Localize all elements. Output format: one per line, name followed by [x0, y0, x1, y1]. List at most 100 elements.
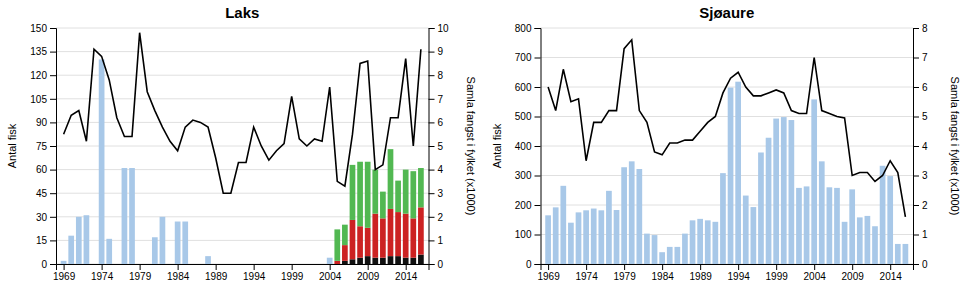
tick: 0 — [41, 259, 56, 270]
tick: 1989 — [205, 264, 228, 282]
tick-mark — [548, 264, 549, 270]
bar — [137, 264, 143, 265]
bar — [568, 223, 574, 264]
bar — [266, 264, 272, 265]
tick-label: 1974 — [91, 271, 114, 282]
bar — [712, 222, 718, 264]
tick-mark — [429, 99, 435, 100]
bar — [228, 264, 234, 265]
tick: 150 — [30, 23, 56, 34]
tick-label: 7 — [438, 94, 444, 105]
bar — [152, 237, 158, 264]
grid-line — [541, 205, 914, 206]
bar — [811, 99, 817, 264]
tick-label: 8 — [438, 70, 444, 81]
tick-label: 105 — [30, 94, 47, 105]
bar — [182, 221, 188, 222]
y2-axis-title: Samla fangst i fylket (x1000) — [465, 77, 477, 216]
tick: 2014 — [395, 264, 418, 282]
tick-label: 5 — [438, 141, 444, 152]
tick-mark — [814, 264, 815, 270]
bar — [388, 256, 394, 264]
bar — [243, 264, 249, 265]
bar — [274, 264, 280, 265]
bar — [842, 222, 848, 264]
bar — [319, 264, 325, 265]
tick: 1994 — [243, 264, 266, 282]
grid-line — [56, 75, 429, 76]
bar — [198, 264, 204, 265]
tick: 1 — [429, 235, 444, 246]
bar — [144, 264, 150, 265]
bar — [289, 264, 295, 265]
bar — [357, 226, 363, 257]
tick-label: 120 — [30, 70, 47, 81]
tick-mark — [913, 205, 919, 206]
bar — [76, 216, 82, 217]
bar — [281, 264, 287, 265]
tick-mark — [913, 58, 919, 59]
bar — [418, 168, 424, 207]
bar — [228, 264, 234, 265]
bar — [106, 238, 112, 239]
bar — [61, 260, 67, 261]
bar — [872, 226, 878, 264]
tick-mark — [913, 176, 919, 177]
tick-mark — [50, 240, 56, 241]
bar — [380, 192, 386, 219]
tick: 15 — [36, 235, 56, 246]
bar — [205, 256, 211, 257]
tick-mark — [102, 264, 103, 270]
tick: 2 — [429, 212, 444, 223]
bar — [629, 161, 635, 264]
bar — [122, 168, 128, 169]
bar-series — [334, 207, 423, 264]
tick-label: 1984 — [652, 271, 675, 282]
bar — [129, 168, 135, 169]
bar — [312, 264, 318, 265]
bar — [266, 264, 272, 265]
tick-mark — [64, 264, 65, 270]
tick-label: 700 — [515, 52, 532, 63]
bar — [289, 264, 295, 265]
bar — [388, 209, 394, 256]
tick: 1999 — [766, 264, 789, 282]
grid-line — [56, 98, 429, 99]
tick-mark — [429, 28, 435, 29]
bar — [312, 264, 318, 265]
tick: 9 — [429, 46, 444, 57]
bar — [751, 207, 757, 264]
tick-label: 6 — [922, 82, 928, 93]
bar — [327, 258, 333, 264]
tick-mark — [662, 264, 663, 270]
bar — [152, 237, 158, 238]
axis-line — [541, 265, 914, 271]
bar — [720, 173, 726, 264]
tick-label: 200 — [515, 200, 532, 211]
tick-label: 2004 — [804, 271, 827, 282]
bar — [372, 170, 378, 214]
bar — [827, 187, 833, 264]
bar — [258, 264, 264, 265]
bar — [357, 162, 363, 227]
bar — [251, 264, 257, 265]
bar — [243, 264, 249, 265]
bar — [243, 264, 249, 265]
tick-label: 1984 — [167, 271, 190, 282]
bar — [144, 264, 150, 265]
bar — [418, 207, 424, 254]
tick-mark — [50, 75, 56, 76]
tick: 75 — [36, 141, 56, 152]
bar — [137, 264, 143, 265]
bar — [137, 264, 143, 265]
tick-label: 3 — [922, 170, 928, 181]
bar — [175, 221, 181, 222]
bar — [106, 238, 112, 239]
bar — [243, 264, 249, 265]
bar — [395, 181, 401, 212]
bar — [220, 264, 226, 265]
bar — [583, 210, 589, 264]
tick-mark — [368, 264, 369, 270]
bar — [274, 264, 280, 265]
bar — [365, 256, 371, 264]
